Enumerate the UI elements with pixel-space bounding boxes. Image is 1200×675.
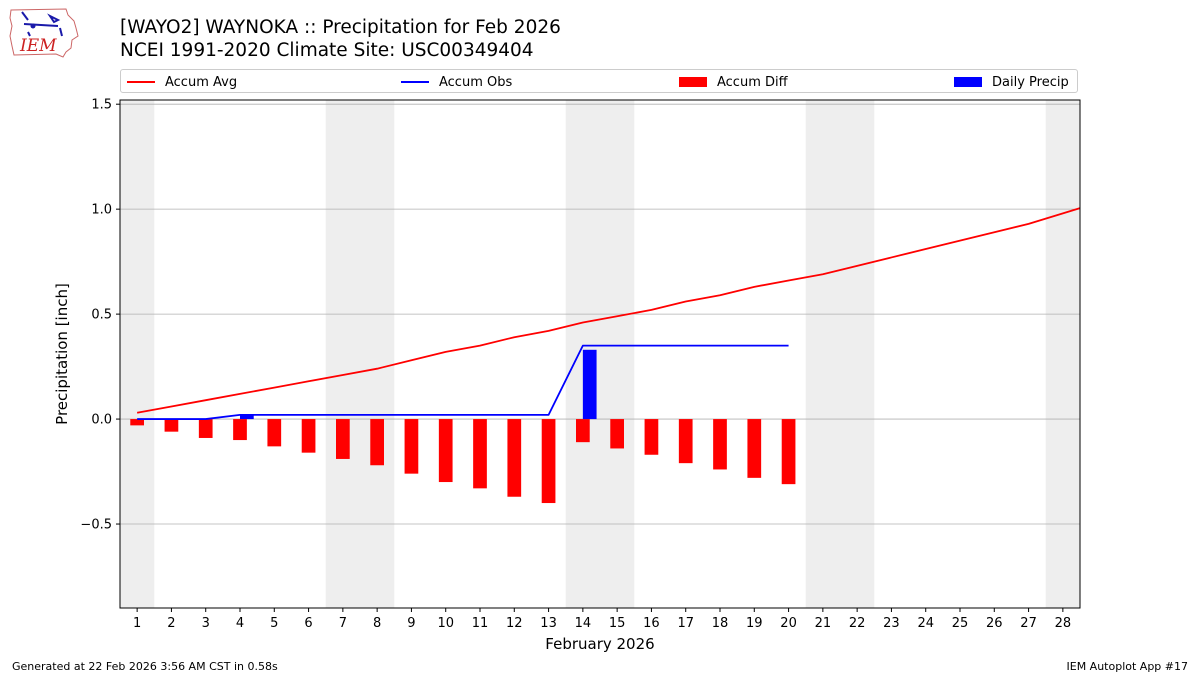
x-tick-label: 17 <box>677 616 694 631</box>
weekend-shade <box>325 100 360 608</box>
x-tick-label: 4 <box>236 616 244 631</box>
x-tick-label: 8 <box>373 616 381 631</box>
accum-diff-bar <box>336 419 350 459</box>
legend-item-accum-avg: Accum Avg <box>127 73 237 91</box>
weekend-shade <box>840 100 875 608</box>
iem-logo: IEM <box>9 8 79 58</box>
accum-avg-line <box>136 207 1081 414</box>
y-axis-label: Precipitation [inch] <box>53 283 71 425</box>
y-tick-label: 0.0 <box>91 413 112 428</box>
logo-text: IEM <box>19 36 57 56</box>
accum-diff-bar <box>610 419 624 449</box>
x-tick-label: 2 <box>167 616 175 631</box>
daily-precip-bar <box>240 414 254 420</box>
x-tick-label: 18 <box>712 616 729 631</box>
x-tick-label: 21 <box>815 616 832 631</box>
x-tick-label: 23 <box>883 616 900 631</box>
accum-diff-bar <box>370 419 384 466</box>
x-tick-label: 12 <box>506 616 523 631</box>
x-tick-label: 28 <box>1055 616 1072 631</box>
accum-diff-bar <box>404 419 419 474</box>
legend-swatch-accum-avg <box>127 81 155 83</box>
x-tick-label: 16 <box>643 616 660 631</box>
accum-diff-bar <box>130 419 144 426</box>
x-tick-label: 15 <box>609 616 626 631</box>
x-tick-label: 20 <box>780 616 797 631</box>
weekend-shade <box>120 100 155 608</box>
x-tick-label: 11 <box>472 616 489 631</box>
x-tick-label: 13 <box>540 616 557 631</box>
y-tick-label: 1.0 <box>91 203 112 218</box>
x-axis-label: February 2026 <box>545 635 654 653</box>
x-tick-label: 26 <box>986 616 1003 631</box>
accum-diff-bar <box>301 419 316 453</box>
accum-diff-bar <box>541 419 556 504</box>
accum-diff-bar <box>438 419 453 483</box>
y-tick-label: −0.5 <box>80 518 112 533</box>
accum-diff-bar <box>507 419 522 497</box>
x-tick-label: 22 <box>849 616 866 631</box>
legend-swatch-accum-obs <box>401 81 429 83</box>
accum-diff-bar <box>576 419 590 443</box>
weekend-shade <box>805 100 840 608</box>
accum-diff-bar <box>644 419 659 455</box>
legend-label-accum-avg: Accum Avg <box>165 74 238 90</box>
x-tick-label: 27 <box>1020 616 1037 631</box>
x-tick-label: 19 <box>746 616 763 631</box>
legend-swatch-daily-precip <box>954 77 982 87</box>
x-tick-label: 10 <box>437 616 454 631</box>
x-tick-label: 25 <box>952 616 969 631</box>
chart-subtitle: NCEI 1991-2020 Climate Site: USC00349404 <box>120 40 534 61</box>
accum-diff-bar <box>473 419 487 489</box>
y-tick-label: 0.5 <box>91 308 112 323</box>
accum-diff-bar <box>713 419 727 470</box>
accum-diff-bar <box>267 419 282 447</box>
accum-diff-bar <box>164 419 179 432</box>
legend-swatch-accum-diff <box>679 77 707 87</box>
accum-obs-line <box>137 344 789 420</box>
x-tick-label: 6 <box>304 616 312 631</box>
accum-diff-bar <box>747 419 762 478</box>
legend-label-daily-precip: Daily Precip <box>992 74 1069 90</box>
footer-generated: Generated at 22 Feb 2026 3:56 AM CST in … <box>12 660 278 673</box>
x-tick-label: 9 <box>407 616 415 631</box>
plot-frame <box>119 99 1081 609</box>
accum-diff-bar <box>781 419 796 485</box>
x-tick-label: 7 <box>339 616 347 631</box>
x-tick-label: 24 <box>917 616 934 631</box>
legend-item-daily-precip: Daily Precip <box>954 73 1069 91</box>
x-tick-label: 1 <box>133 616 141 631</box>
x-tick-label: 3 <box>202 616 210 631</box>
weekend-shade <box>360 100 395 608</box>
accum-diff-bar <box>233 419 247 441</box>
legend-item-accum-diff: Accum Diff <box>679 73 788 91</box>
weekend-shade <box>1045 100 1080 608</box>
legend-item-accum-obs: Accum Obs <box>401 73 512 91</box>
legend: Accum Avg Accum Obs Accum Diff Daily Pre… <box>120 69 1078 93</box>
legend-label-accum-diff: Accum Diff <box>717 74 788 90</box>
footer-app: IEM Autoplot App #17 <box>1066 660 1189 673</box>
legend-label-accum-obs: Accum Obs <box>439 74 513 90</box>
x-tick-label: 14 <box>575 616 592 631</box>
y-tick-label: 1.5 <box>91 98 112 113</box>
accum-diff-bar <box>198 419 213 438</box>
daily-precip-bar <box>582 349 597 420</box>
chart-title: [WAYO2] WAYNOKA :: Precipitation for Feb… <box>120 17 561 38</box>
accum-diff-bar <box>678 419 693 464</box>
x-tick-label: 5 <box>270 616 278 631</box>
weekend-shade <box>600 100 635 608</box>
